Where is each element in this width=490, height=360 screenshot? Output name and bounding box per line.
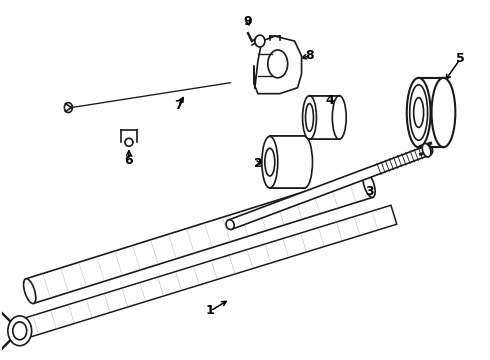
Text: 8: 8 bbox=[305, 49, 314, 63]
Ellipse shape bbox=[432, 78, 455, 147]
Ellipse shape bbox=[262, 136, 278, 188]
Ellipse shape bbox=[268, 50, 288, 78]
Text: 6: 6 bbox=[124, 154, 133, 167]
Ellipse shape bbox=[64, 103, 73, 113]
Text: 4: 4 bbox=[325, 94, 334, 107]
Ellipse shape bbox=[265, 148, 275, 176]
Ellipse shape bbox=[8, 316, 32, 346]
Text: 7: 7 bbox=[174, 99, 183, 112]
Ellipse shape bbox=[332, 96, 346, 139]
Text: 1: 1 bbox=[206, 305, 215, 318]
Ellipse shape bbox=[12, 321, 22, 340]
Ellipse shape bbox=[296, 136, 313, 188]
Text: 2: 2 bbox=[253, 157, 262, 170]
Polygon shape bbox=[26, 173, 373, 303]
FancyBboxPatch shape bbox=[418, 78, 443, 147]
Ellipse shape bbox=[414, 98, 424, 127]
Ellipse shape bbox=[226, 220, 234, 230]
Ellipse shape bbox=[302, 96, 317, 139]
FancyBboxPatch shape bbox=[310, 96, 339, 139]
Polygon shape bbox=[254, 36, 301, 94]
Text: 5: 5 bbox=[456, 53, 465, 66]
Text: 3: 3 bbox=[365, 185, 373, 198]
Ellipse shape bbox=[255, 35, 265, 47]
Polygon shape bbox=[228, 145, 430, 229]
Ellipse shape bbox=[13, 322, 26, 340]
Ellipse shape bbox=[125, 138, 133, 146]
Ellipse shape bbox=[410, 85, 428, 140]
Ellipse shape bbox=[407, 78, 431, 147]
Ellipse shape bbox=[363, 172, 375, 197]
Ellipse shape bbox=[422, 144, 431, 157]
Ellipse shape bbox=[24, 279, 36, 303]
Polygon shape bbox=[14, 205, 397, 340]
Ellipse shape bbox=[424, 145, 433, 155]
Text: 9: 9 bbox=[244, 15, 252, 28]
FancyBboxPatch shape bbox=[270, 136, 305, 188]
Ellipse shape bbox=[306, 104, 314, 131]
